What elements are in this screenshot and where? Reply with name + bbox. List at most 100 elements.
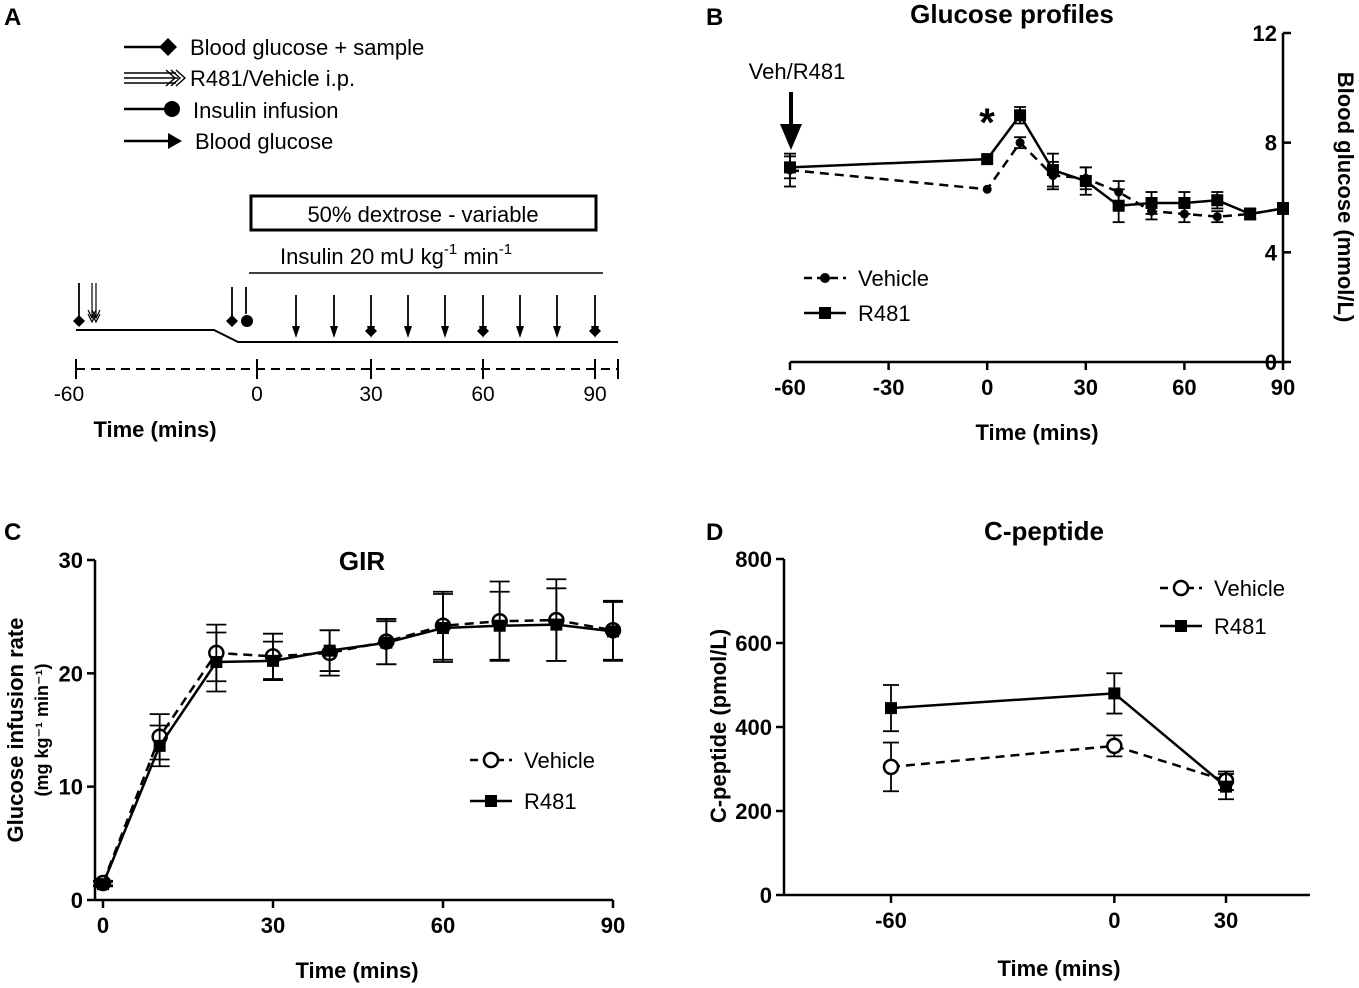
data-point <box>882 758 900 776</box>
data-point <box>380 636 393 649</box>
legend-marker <box>1172 579 1190 597</box>
chart-d-y-tick-label: 200 <box>735 799 772 824</box>
chart-b-x-tick-label: 90 <box>1271 375 1295 400</box>
circle-icon <box>164 101 180 117</box>
protocol-events <box>73 283 601 338</box>
series-line <box>101 618 614 884</box>
data-point <box>550 618 563 631</box>
legend-marker <box>485 795 497 807</box>
legend-marker <box>819 307 831 319</box>
significance-asterisk: * <box>979 101 995 145</box>
chart-b-series-vehicle <box>784 136 1289 224</box>
insulin-label-min: min <box>457 244 499 269</box>
chart-d-y-label: C-peptide (pmol/L) <box>706 629 731 823</box>
data-point <box>784 161 796 174</box>
data-point <box>267 654 279 667</box>
chart-d-y-tick-label: 600 <box>735 631 772 656</box>
data-point <box>437 622 449 634</box>
arrow-down-icon <box>516 326 524 338</box>
chart-c-y-tick-label: 0 <box>71 888 83 913</box>
chart-c-y-units: (mg kg⁻¹ min⁻¹) <box>32 664 52 797</box>
legend-label: R481 <box>1214 614 1267 639</box>
triple-arrow-icon <box>124 69 187 87</box>
panel-letter-a: A <box>4 4 21 31</box>
dextrose-label: 50% dextrose - variable <box>307 202 538 227</box>
chart-b-x-tick-label: -30 <box>873 375 905 400</box>
protocol-diagram: Blood glucose + sample R481/Vehicle i.p.… <box>54 35 619 442</box>
arrow-down-icon <box>91 313 101 324</box>
data-point <box>97 878 109 891</box>
chart-d-x-tick-label: 30 <box>1214 908 1238 933</box>
insulin-sup-1: -1 <box>444 241 457 258</box>
chart-d-plot: -60 0 30 0 200 400 600 800 Vehicle R481 <box>735 547 1310 933</box>
chart-b-x-tick-label: 60 <box>1172 375 1196 400</box>
arrow-down-icon <box>441 326 449 338</box>
chart-c-peptide: C-peptide Time (mins) C-peptide (pmol/L)… <box>706 516 1310 981</box>
data-point <box>1046 164 1059 177</box>
data-point <box>1212 212 1222 222</box>
protocol-legend: Blood glucose + sample R481/Vehicle i.p.… <box>124 35 424 154</box>
arrow-down-icon <box>553 326 561 338</box>
data-point <box>885 702 897 715</box>
data-point <box>981 153 994 166</box>
diamond-icon <box>73 315 85 327</box>
data-point <box>323 644 336 657</box>
chart-c-y-tick-label: 10 <box>59 775 83 800</box>
panel-letter-d: D <box>706 519 723 546</box>
chart-b-legend: Vehicle R481 <box>804 266 929 326</box>
data-point <box>153 739 166 752</box>
chart-d-x-tick-label: 0 <box>1108 908 1120 933</box>
legend-label: Vehicle <box>858 266 929 291</box>
chart-b-x-tick-label: 30 <box>1074 375 1098 400</box>
legend-label: Vehicle <box>524 748 595 773</box>
chart-c-title: GIR <box>339 546 385 576</box>
legend-r481-vehicle: R481/Vehicle i.p. <box>190 66 355 91</box>
data-point <box>1145 196 1158 209</box>
chart-d-y-tick-label: 0 <box>760 883 772 908</box>
circle-icon <box>241 315 253 327</box>
series-line <box>890 744 1227 782</box>
data-point <box>1211 194 1224 207</box>
data-point <box>1277 202 1289 215</box>
diamond-icon <box>589 325 601 337</box>
insulin-label: Insulin 20 mU kg-1 min-1 <box>280 241 512 269</box>
chart-b-y-label: Blood glucose (mmol/L) <box>1333 72 1358 323</box>
insulin-sup-2: -1 <box>499 241 512 258</box>
legend-blood-glucose: Blood glucose <box>195 129 333 154</box>
data-point <box>1014 109 1027 122</box>
diamond-icon <box>226 315 238 327</box>
legend-label: Vehicle <box>1214 576 1285 601</box>
data-point <box>1108 687 1121 700</box>
data-point <box>1178 196 1191 209</box>
legend-blood-glucose-sample: Blood glucose + sample <box>190 35 424 60</box>
chart-d-series-vehicle <box>882 734 1235 793</box>
protocol-tick-label: 60 <box>471 383 494 406</box>
protocol-axis-ticks <box>75 359 619 379</box>
legend-marker <box>482 751 500 769</box>
chart-c-y-tick-label: 30 <box>59 548 83 573</box>
dextrose-box <box>249 194 598 232</box>
arrow-down-icon <box>330 326 338 338</box>
chart-d-y-tick-label: 800 <box>735 547 772 572</box>
data-point <box>1220 780 1232 793</box>
chart-d-x-label: Time (mins) <box>997 956 1120 981</box>
chart-c-y-label: Glucose infusion rate <box>3 618 28 843</box>
chart-b-title: Glucose profiles <box>910 0 1114 29</box>
arrow-down-icon <box>91 309 101 320</box>
chart-c-series-r481 <box>93 587 623 891</box>
series-line <box>101 623 614 885</box>
chart-b-x-tick-label: -60 <box>774 375 806 400</box>
arrow-down-icon <box>404 326 412 338</box>
insulin-label-text: Insulin 20 mU kg <box>280 244 444 269</box>
data-point <box>1112 199 1125 212</box>
legend-marker <box>820 273 830 283</box>
chart-c-x-label: Time (mins) <box>295 958 418 983</box>
arrow-down-icon <box>780 124 802 150</box>
diamond-icon <box>477 325 489 337</box>
protocol-tick-label: 0 <box>251 383 263 406</box>
panel-letter-c: C <box>4 519 21 546</box>
chart-d-x-tick-label: -60 <box>875 908 907 933</box>
data-point <box>1015 138 1025 148</box>
